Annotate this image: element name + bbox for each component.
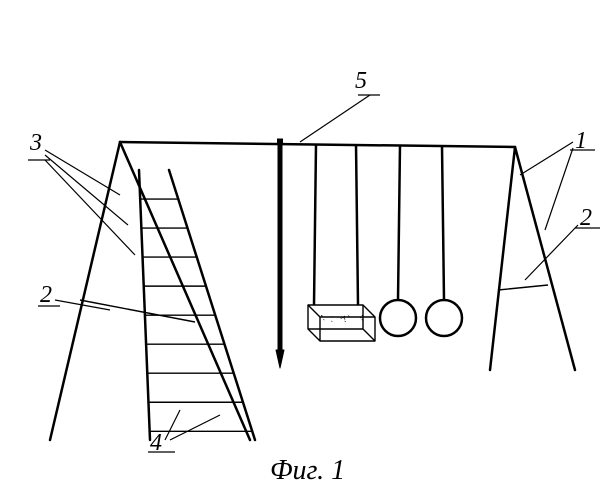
playground-diagram bbox=[0, 0, 614, 500]
label-3: 3 bbox=[30, 130, 42, 157]
label-5: 5 bbox=[355, 68, 367, 95]
label-4: 4 bbox=[150, 430, 162, 457]
label-2-left: 2 bbox=[40, 282, 52, 309]
figure-caption: Фиг. 1 bbox=[270, 455, 345, 487]
label-1: 1 bbox=[575, 128, 587, 155]
label-2-right: 2 bbox=[580, 205, 592, 232]
